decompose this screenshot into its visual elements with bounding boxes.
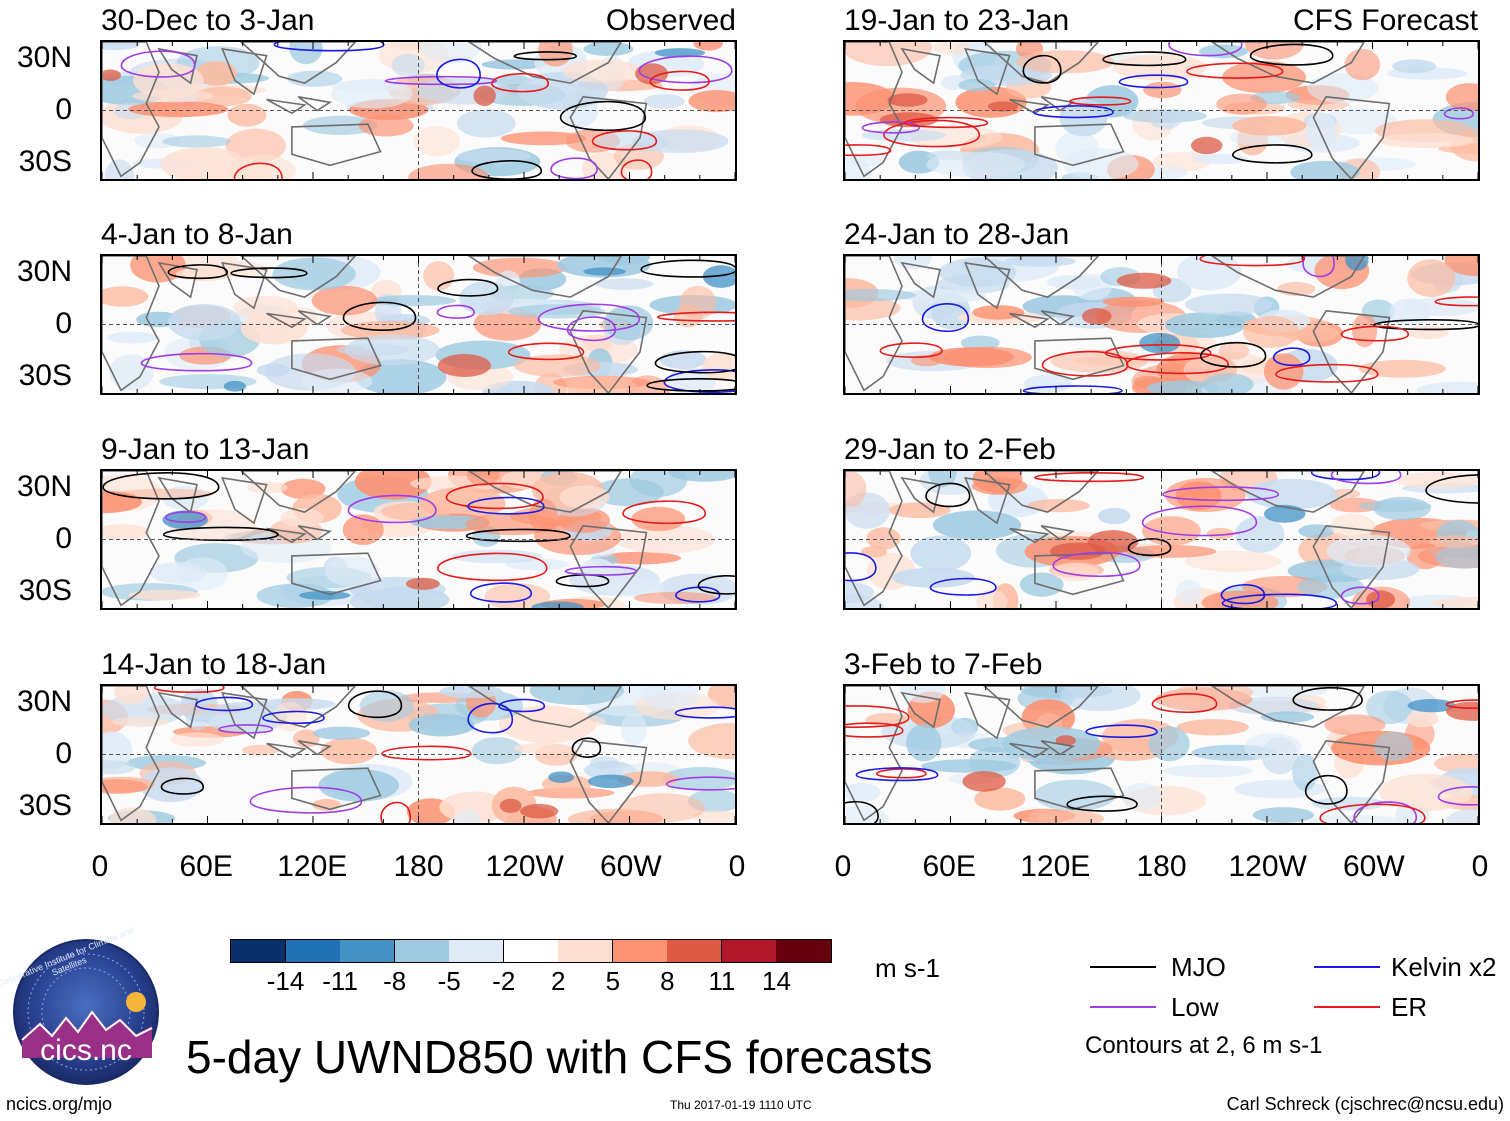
colorbar-swatch: [558, 940, 614, 962]
colorbar-tick-label: -2: [492, 966, 516, 996]
units-label: m s-1: [875, 953, 940, 983]
colorbar-swatch: [285, 940, 341, 962]
footer-url: ncics.org/mjo: [6, 1094, 113, 1114]
map-canvas: [845, 42, 1478, 179]
panel-title-obs-4: 14-Jan to 18-Jan: [101, 648, 327, 681]
lon-label: 0: [834, 850, 852, 883]
colorbar-tick-label: 5: [605, 966, 621, 996]
legend-low-label: Low: [1171, 992, 1219, 1022]
map-canvas: [845, 256, 1478, 393]
lon-label: 120E: [277, 850, 348, 883]
colorbar-swatch: [394, 940, 450, 962]
colorbar-swatch: [340, 940, 396, 962]
map-panel-fc-1: [843, 40, 1480, 181]
map-canvas: [102, 471, 735, 608]
colorbar-tick-label: -5: [437, 966, 461, 996]
map-panel-fc-2: [843, 254, 1480, 395]
colorbar-swatch: [667, 940, 723, 962]
lon-label: 0: [91, 850, 109, 883]
colorbar-swatch: [503, 940, 559, 962]
lon-label: 120W: [1228, 850, 1307, 883]
colorbar-tick-label: 2: [551, 966, 566, 996]
lat-label: 30S: [18, 789, 72, 822]
lat-label: 0: [55, 307, 72, 340]
panel-title-fc-2: 24-Jan to 28-Jan: [844, 218, 1070, 251]
contour-note: Contours at 2, 6 m s-1: [1085, 1032, 1323, 1059]
forecast-tag: CFS Forecast: [1292, 4, 1478, 37]
lon-label: 180: [1136, 850, 1187, 883]
panel-title-obs-2: 4-Jan to 8-Jan: [101, 218, 293, 251]
colorbar: [230, 939, 832, 963]
map-panel-obs-2: [100, 254, 737, 395]
colorbar-swatch: [776, 940, 832, 962]
footer-timestamp: Thu 2017-01-19 1110 UTC: [670, 1098, 812, 1112]
map-panel-obs-3: [100, 469, 737, 610]
figure-title: 5-day UWND850 with CFS forecasts: [186, 1031, 933, 1083]
lat-label: 30N: [16, 470, 72, 503]
map-panel-fc-3: [843, 469, 1480, 610]
map-canvas: [845, 471, 1478, 608]
lat-label: 30N: [16, 255, 72, 288]
colorbar-tick-label: 14: [761, 966, 791, 996]
colorbar-swatch: [721, 940, 777, 962]
globe-icon: [13, 939, 159, 1085]
colorbar-tick-label: -11: [322, 966, 358, 996]
colorbar-tick-label: 8: [660, 966, 675, 996]
colorbar-tick-label: -14: [266, 966, 305, 996]
lat-label: 0: [55, 93, 72, 126]
legend-kelvin-line: [1314, 966, 1380, 968]
cics-logo: cics.nc Cooperative Institute for Climat…: [0, 925, 160, 1086]
footer-author: Carl Schreck (cjschrec@ncsu.edu): [1226, 1094, 1504, 1114]
lon-label: 120E: [1020, 850, 1091, 883]
legend-kelvin-label: Kelvin x2: [1391, 952, 1497, 982]
colorbar-tick-label: -8: [383, 966, 407, 996]
lon-label: 60W: [1342, 850, 1405, 883]
panel-title-fc-1: 19-Jan to 23-Jan: [844, 4, 1070, 37]
lon-label: 0: [1471, 850, 1489, 883]
lon-label: 0: [728, 850, 746, 883]
lon-label: 60E: [922, 850, 976, 883]
colorbar-swatch: [612, 940, 668, 962]
colorbar-tick-label: 11: [708, 966, 736, 996]
legend-mjo-line: [1090, 966, 1156, 968]
legend-low-line: [1090, 1006, 1156, 1008]
map-panel-obs-1: [100, 40, 737, 181]
panel-title-fc-4: 3-Feb to 7-Feb: [844, 648, 1043, 681]
legend-er-label: ER: [1391, 992, 1428, 1022]
map-panel-fc-4: [843, 684, 1480, 825]
observed-tag: Observed: [605, 4, 736, 37]
map-panel-obs-4: [100, 684, 737, 825]
lon-label: 60E: [179, 850, 233, 883]
lon-label: 60W: [599, 850, 662, 883]
map-canvas: [102, 42, 735, 179]
panel-title-fc-3: 29-Jan to 2-Feb: [844, 433, 1056, 466]
lat-label: 30S: [18, 359, 72, 392]
lat-label: 0: [55, 522, 72, 555]
lat-label: 0: [55, 737, 72, 770]
map-canvas: [845, 686, 1478, 823]
colorbar-swatch: [449, 940, 505, 962]
lat-label: 30N: [16, 41, 72, 74]
legend-er-line: [1314, 1006, 1380, 1008]
lat-label: 30S: [18, 145, 72, 178]
panel-title-obs-1: 30-Dec to 3-Jan: [101, 4, 315, 37]
lat-label: 30S: [18, 574, 72, 607]
logo-text: cics.nc: [40, 1034, 132, 1067]
panel-title-obs-3: 9-Jan to 13-Jan: [101, 433, 310, 466]
lon-label: 180: [393, 850, 444, 883]
map-canvas: [102, 686, 735, 823]
lon-label: 120W: [485, 850, 564, 883]
lat-label: 30N: [16, 685, 72, 718]
map-canvas: [102, 256, 735, 393]
colorbar-swatch: [231, 940, 287, 962]
legend-mjo-label: MJO: [1171, 952, 1226, 982]
